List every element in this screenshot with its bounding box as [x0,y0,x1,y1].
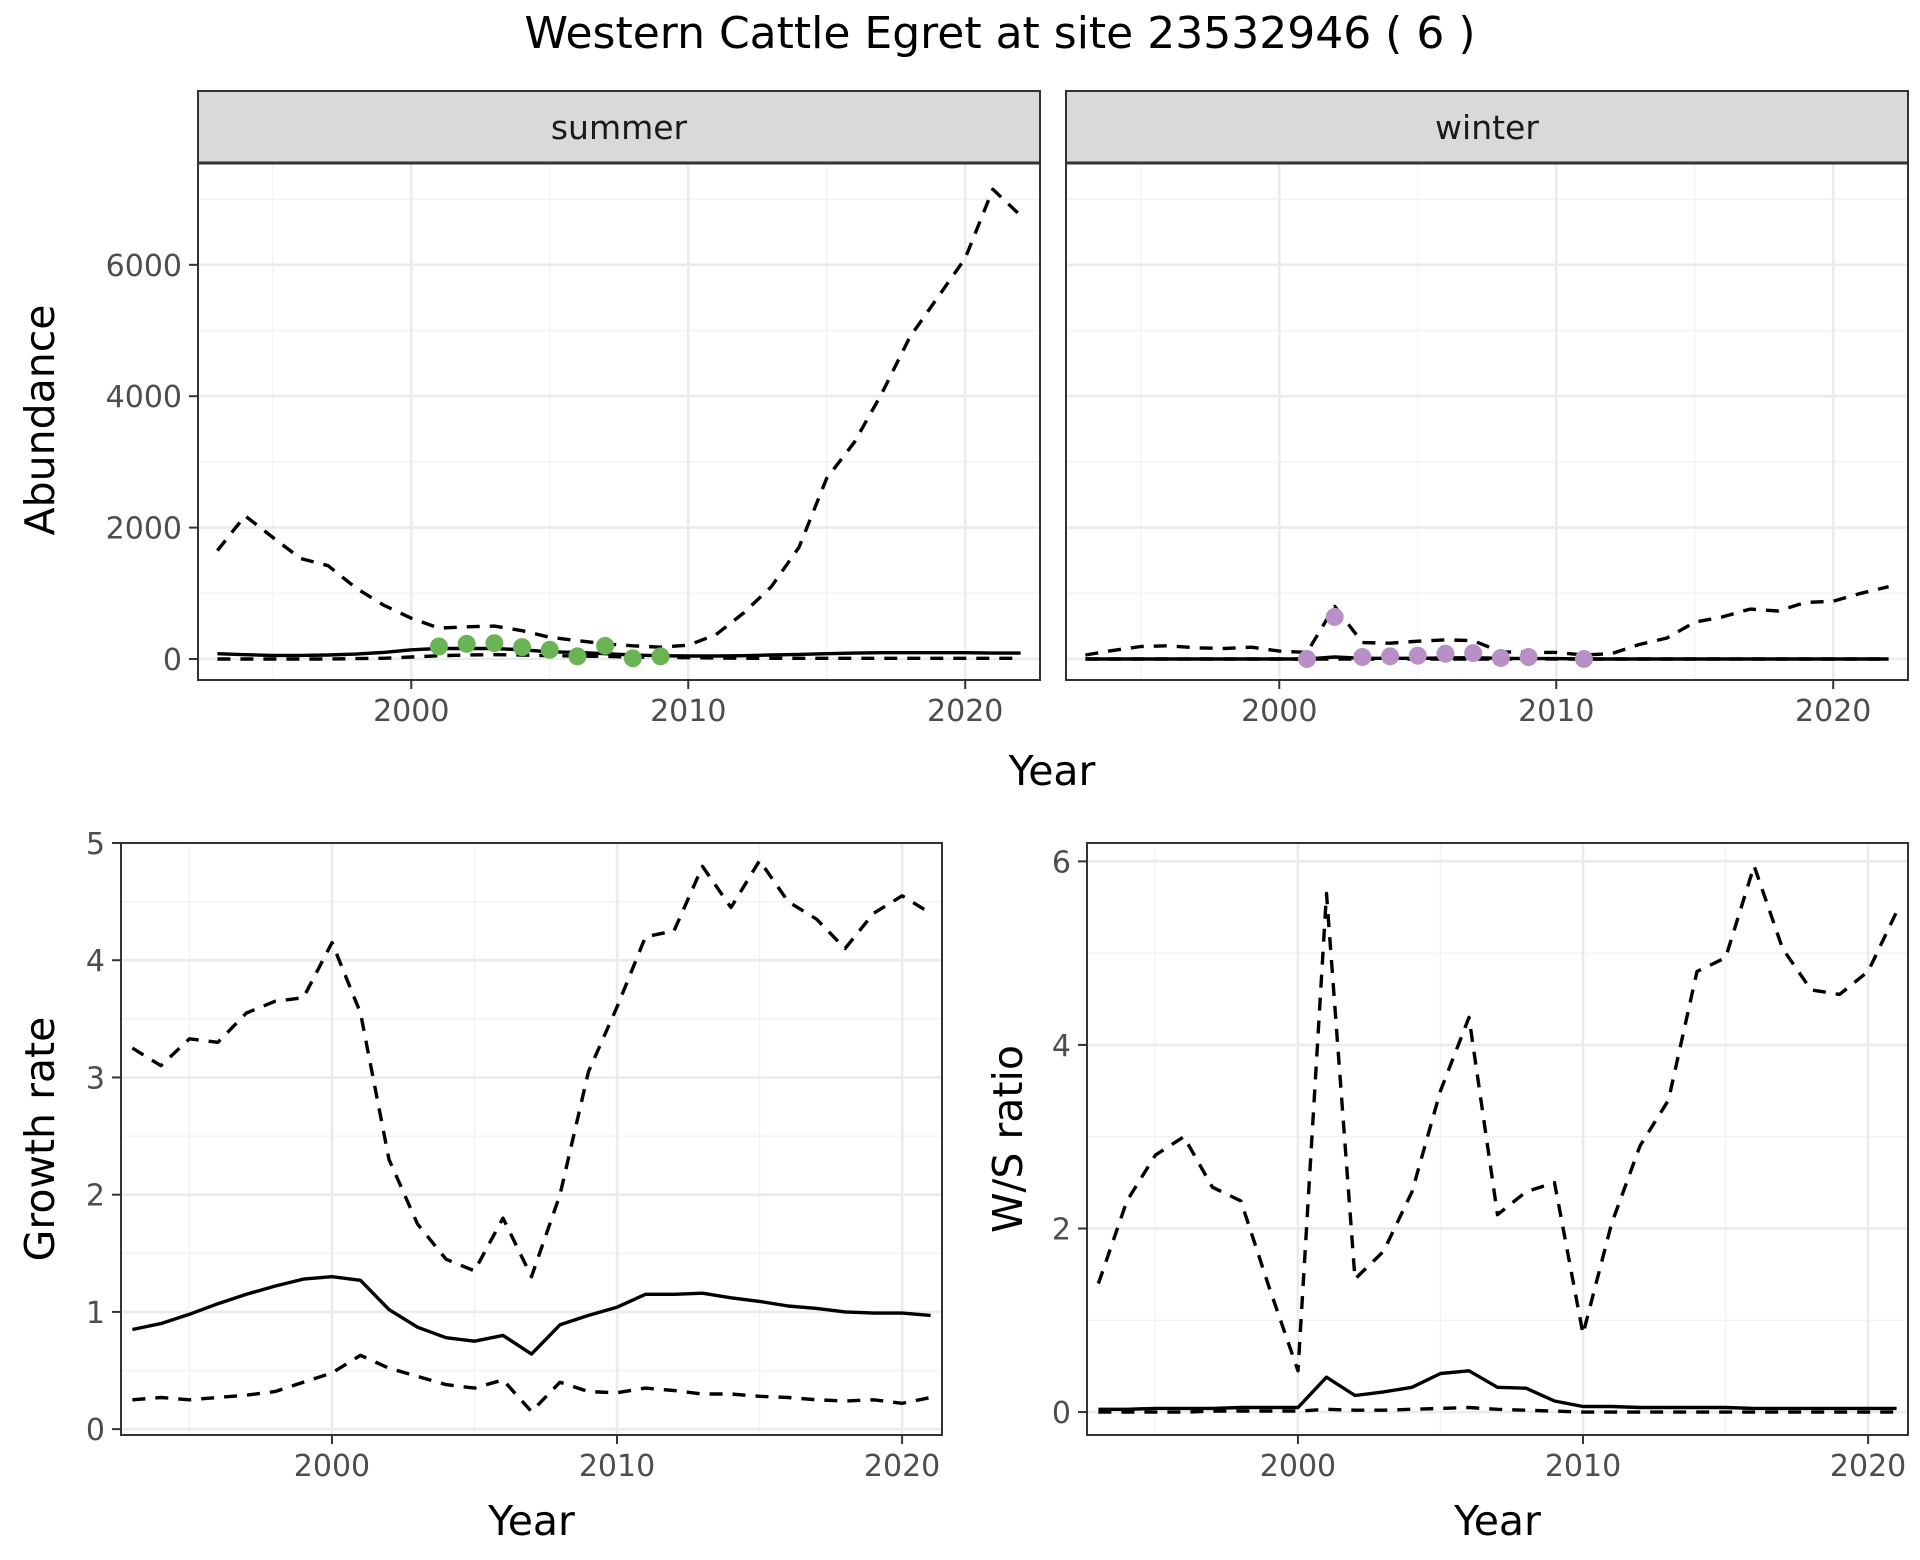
x-tick-label: 2020 [864,1449,940,1484]
facet-strip [197,90,1041,164]
series-line-dashed-2 [132,1353,931,1414]
series-line-dashed-0 [1085,585,1889,657]
y-tick-label: 3 [86,1061,105,1096]
x-tick-label: 2010 [1518,694,1594,729]
panel-ws-ratio: 2000 2010 2020 0 2 4 6 W/S ratio Year [984,842,1909,1545]
panel-border [197,162,1041,681]
data-point [568,647,587,666]
x-tick-label: 2010 [1545,1449,1621,1484]
series-line-dashed-2 [217,653,1021,661]
series-line-dashed-0 [216,187,1022,649]
series-line-solid-1 [217,646,1021,658]
series-line-dashed-2 [1098,1405,1897,1414]
facet-label: summer [551,108,688,147]
series-line-dashed-0 [1096,864,1899,1373]
data-point [485,634,504,653]
data-point [1519,648,1538,667]
y-tick-label: 5 [86,827,105,862]
y-tick-label: 4 [1052,1029,1071,1064]
y-tick-label: 1 [86,1296,105,1331]
x-tick-label: 2000 [1260,1449,1336,1484]
x-tick-label: 2000 [294,1449,370,1484]
y-tick-label: 6000 [106,249,182,284]
panel-summer: summer 2000 2010 2020 0 2000 4000 6000 Abundance [16,90,1041,729]
chart-title: Western Cattle Egret at site 23532946 ( … [525,8,1476,59]
x-axis-title-facets: Year [1008,747,1096,795]
data-point [1408,646,1427,665]
y-tick-label: 2 [1052,1212,1071,1247]
y-tick-label: 0 [86,1413,105,1448]
y-tick-label: 0 [1052,1396,1071,1431]
series-line-dashed-0 [131,858,932,1279]
y-tick-label: 4 [86,944,105,979]
panel-border [120,842,943,1436]
data-point [623,649,642,668]
y-tick-label: 0 [163,643,182,678]
data-point [596,636,615,655]
data-point [1574,649,1593,668]
data-point [1436,644,1455,663]
data-point [1491,648,1510,667]
data-point [1381,647,1400,666]
y-tick-label: 2 [86,1179,105,1214]
x-tick-label: 2000 [373,694,449,729]
facet-label: winter [1435,108,1539,147]
data-point [457,634,476,653]
x-axis-title: Year [1453,1497,1541,1545]
data-point [513,638,532,657]
y-tick-label: 6 [1052,845,1071,880]
data-point [1353,648,1372,667]
y-axis-title: W/S ratio [984,1045,1032,1233]
panel-border [1065,162,1909,681]
series-line-solid-1 [1098,1369,1897,1411]
data-point [651,647,670,666]
x-tick-label: 2020 [927,694,1003,729]
data-point [540,640,559,659]
panel-growth-rate: 2000 2010 2020 0 1 2 3 4 5 Growth rate Year [16,827,943,1545]
x-tick-label: 2010 [650,694,726,729]
data-point [1464,644,1483,663]
data-point [1325,607,1344,626]
data-point [429,637,448,656]
data-point [1297,649,1316,668]
x-tick-label: 2000 [1241,694,1317,729]
x-tick-label: 2020 [1795,694,1871,729]
y-axis-title: Abundance [16,305,64,536]
panel-border [1086,842,1909,1436]
series-line-solid-1 [132,1275,931,1356]
x-axis-title: Year [487,1497,575,1545]
x-tick-label: 2020 [1830,1449,1906,1484]
panel-winter: winter 2000 2010 2020 [1065,90,1909,729]
y-tick-label: 4000 [106,380,182,415]
y-axis-title: Growth rate [16,1017,64,1262]
x-tick-label: 2010 [579,1449,655,1484]
y-tick-label: 2000 [106,512,182,547]
